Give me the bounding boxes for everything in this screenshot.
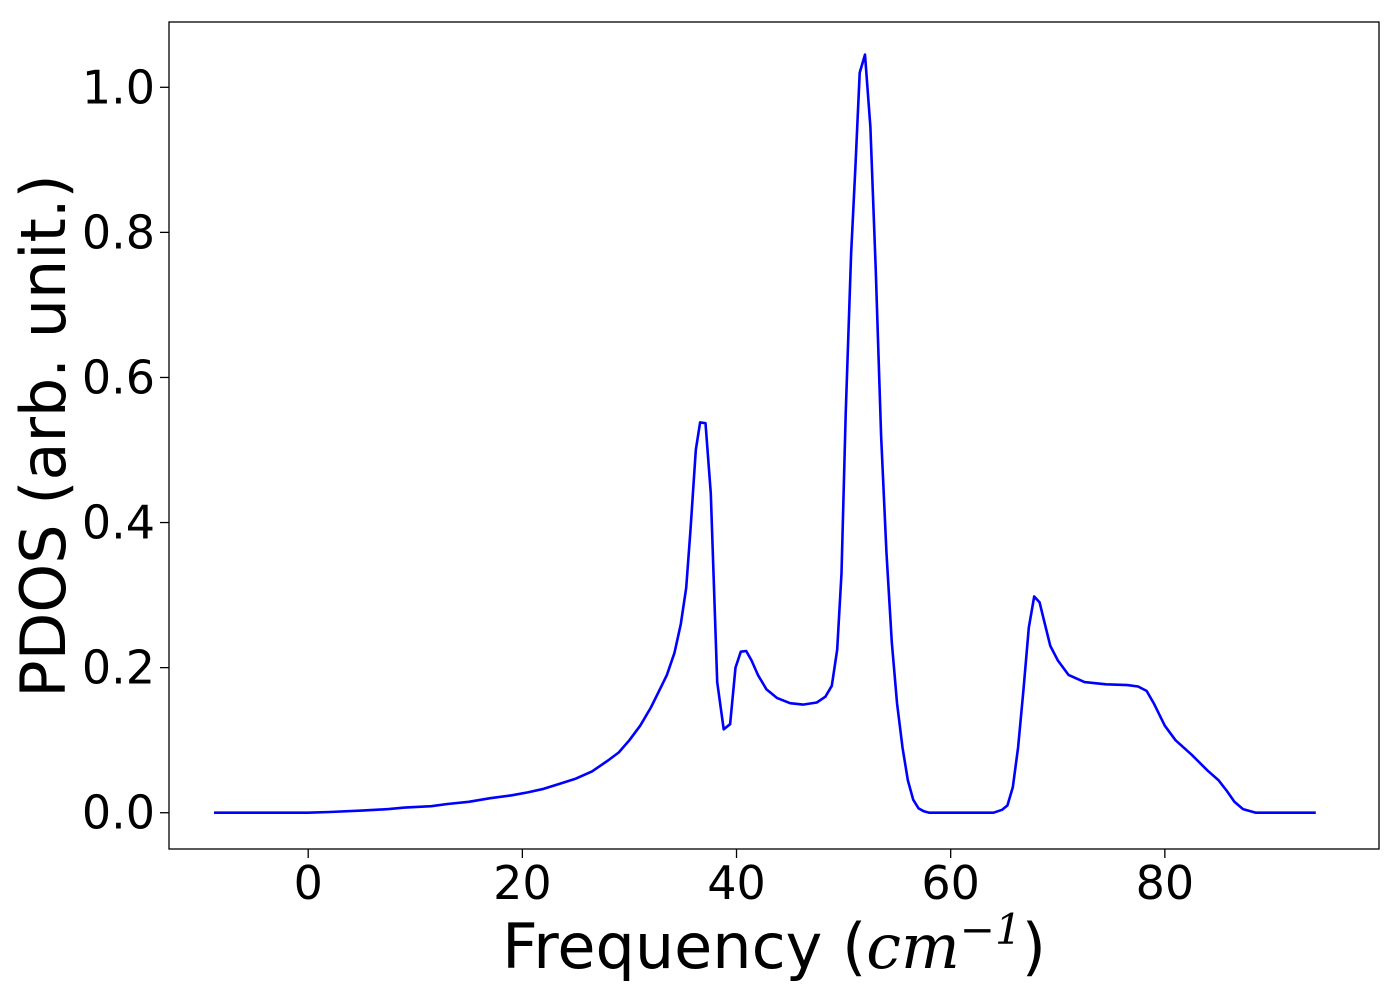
y-tick-label: 0.8 xyxy=(82,205,155,259)
x-tick-label: 40 xyxy=(707,856,766,910)
plot-frame xyxy=(168,21,1380,850)
x-tick-label: 60 xyxy=(921,856,980,910)
x-axis-ticks: 0 20 40 60 80 xyxy=(294,849,1195,910)
x-axis-label-text: Frequency ( xyxy=(502,910,866,983)
x-axis-label-close: ) xyxy=(1022,910,1046,983)
x-axis-label-unit: cm xyxy=(866,910,960,983)
x-axis-label-exponent: −1 xyxy=(960,905,1022,954)
y-tick-label: 0.0 xyxy=(82,786,155,840)
y-tick-label: 0.2 xyxy=(82,641,155,695)
x-tick-label: 80 xyxy=(1136,856,1195,910)
pdos-line xyxy=(214,53,1316,814)
y-tick-label: 1.0 xyxy=(82,60,155,114)
x-axis-label: Frequency (cm−1) xyxy=(502,905,1046,983)
y-tick-label: 0.4 xyxy=(82,496,155,550)
x-tick-label: 20 xyxy=(493,856,552,910)
x-tick-label: 0 xyxy=(294,856,323,910)
y-axis-label: PDOS (arb. unit.) xyxy=(7,174,80,697)
y-tick-label: 0.6 xyxy=(82,350,155,404)
y-axis-ticks: 0.0 0.2 0.4 0.6 0.8 1.0 xyxy=(82,60,169,840)
